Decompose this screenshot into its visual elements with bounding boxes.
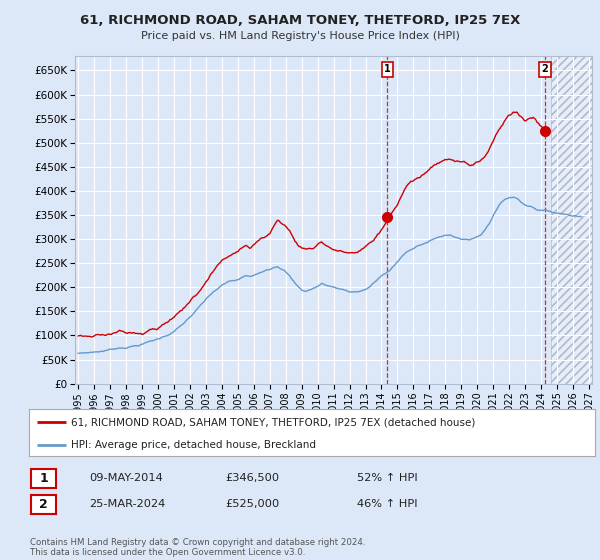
Text: 1: 1 xyxy=(40,472,48,485)
Bar xyxy=(551,56,597,384)
Text: 61, RICHMOND ROAD, SAHAM TONEY, THETFORD, IP25 7EX (detached house): 61, RICHMOND ROAD, SAHAM TONEY, THETFORD… xyxy=(71,417,476,427)
Text: 61, RICHMOND ROAD, SAHAM TONEY, THETFORD, IP25 7EX: 61, RICHMOND ROAD, SAHAM TONEY, THETFORD… xyxy=(80,14,520,27)
Text: £525,000: £525,000 xyxy=(225,499,279,509)
Text: 2: 2 xyxy=(40,498,48,511)
Text: HPI: Average price, detached house, Breckland: HPI: Average price, detached house, Brec… xyxy=(71,440,316,450)
Text: 09-MAY-2014: 09-MAY-2014 xyxy=(89,473,163,483)
Text: 1: 1 xyxy=(384,64,391,74)
Text: Price paid vs. HM Land Registry's House Price Index (HPI): Price paid vs. HM Land Registry's House … xyxy=(140,31,460,41)
Text: 2: 2 xyxy=(541,64,548,74)
Text: 46% ↑ HPI: 46% ↑ HPI xyxy=(357,499,418,509)
Bar xyxy=(551,56,597,384)
Text: 52% ↑ HPI: 52% ↑ HPI xyxy=(357,473,418,483)
Text: 25-MAR-2024: 25-MAR-2024 xyxy=(89,499,165,509)
Text: Contains HM Land Registry data © Crown copyright and database right 2024.
This d: Contains HM Land Registry data © Crown c… xyxy=(30,538,365,557)
Text: £346,500: £346,500 xyxy=(225,473,279,483)
